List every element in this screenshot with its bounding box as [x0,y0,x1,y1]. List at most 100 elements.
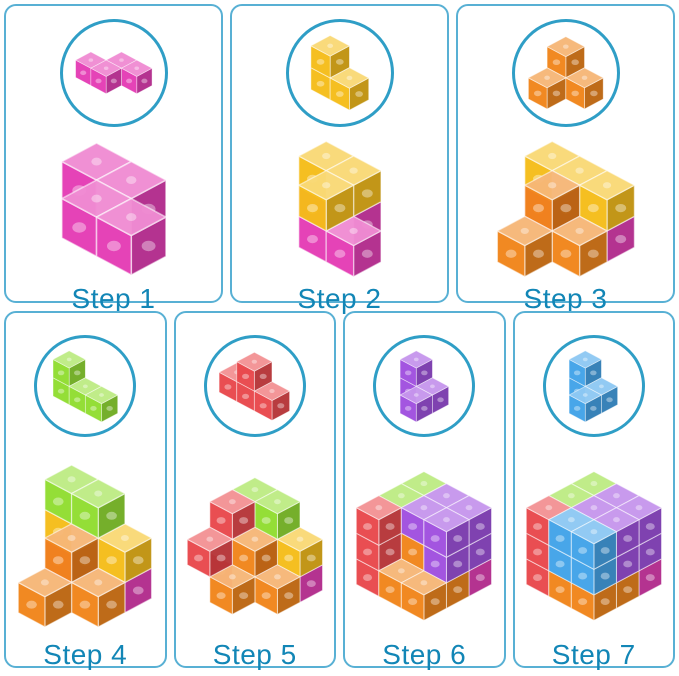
magnet-dot [545,505,553,511]
magnet-dot [133,586,144,595]
cube-face [527,67,566,89]
magnet-dot [590,405,597,411]
magnet-dot [408,523,418,530]
magnet-dot [284,554,294,562]
magnet-dot [88,58,93,62]
magnet-dot [349,227,358,235]
magnet-dot [443,493,451,499]
top-row: Step 1 Step 2 Step 3 [4,4,675,314]
magnet-dot [532,548,542,556]
magnet-dot [437,397,444,402]
magnet-dot [125,78,132,84]
magnet-dot [261,554,271,562]
magnet-dot [560,249,571,258]
magnet-dot [326,43,333,49]
piece-circle [34,335,137,437]
magnet-dot [216,592,226,599]
step-panel-3: Step 3 [456,4,675,314]
cube-face [399,385,433,404]
magnet-dot [635,505,643,511]
magnet-dot [577,572,587,580]
piece-image [219,351,291,421]
magnet-dot [590,370,597,375]
magnet-dot [238,517,248,524]
magnet-dot [82,384,88,388]
magnet-dot [413,357,419,361]
magnet-dot [612,493,620,499]
assembly-image [17,464,153,628]
magnet-dot [431,598,441,606]
piece-circle [203,335,306,437]
magnet-dot [645,523,655,530]
magnet-dot [90,405,97,411]
magnet-dot [134,66,139,71]
magnet-dot [645,574,655,581]
step-panel-5: Step 5 [173,311,336,670]
magnet-dot [577,547,587,554]
magnet-dot [110,78,117,84]
cube-face [254,564,301,590]
magnet-dot [600,572,610,580]
cube-face [52,350,86,369]
assembly-image [525,471,662,621]
magnet-dot [476,523,486,530]
magnet-dot [242,373,250,379]
magnet-dot [73,370,81,375]
magnet-dot [106,600,118,609]
magnet-dot [261,592,271,599]
magnet-dot [599,384,605,388]
magnet-dot [476,574,486,581]
magnet-dot [589,90,598,97]
cube-face [95,197,167,237]
magnet-dot [106,405,113,411]
cube-face [496,215,553,247]
step-label: Step 4 [43,639,128,670]
magnet-dot [349,167,358,174]
magnet-dot [612,517,620,523]
magnet-dot [334,203,345,213]
magnet-dot [57,370,65,375]
magnet-dot [316,59,325,65]
magnet-dot [106,240,121,252]
magnet-dot [590,481,598,487]
magnet-dot [385,548,395,556]
magnet-dot [614,235,626,244]
magnet-dot [141,78,148,84]
magnet-dot [106,556,118,565]
magnet-dot [79,600,91,609]
magnet-dot [543,75,550,81]
piece-circle [373,335,476,437]
cube-face [569,350,603,369]
magnet-dot [375,505,383,511]
magnet-dot [121,534,130,542]
magnet-dot [193,554,203,562]
magnet-dot [361,189,373,198]
magnet-dot [421,405,428,411]
magnet-dot [260,402,268,409]
cube-face [356,495,403,521]
magnet-dot [306,203,318,213]
cube-face [329,67,369,89]
magnet-dot [583,392,589,397]
magnet-dot [421,370,428,375]
magnet-dot [306,235,318,244]
magnet-dot [321,152,330,160]
magnet-dot [316,81,325,87]
magnet-dot [533,90,542,97]
magnet-dot [103,66,109,71]
magnet-dot [398,568,406,574]
magnet-dot [335,59,344,65]
cube-face [565,67,604,89]
cube-face [399,350,433,369]
magnet-dot [26,600,38,609]
magnet-dot [363,523,373,530]
cube-face [71,478,126,509]
magnet-dot [141,240,156,252]
magnet-dot [567,517,575,523]
cube-face [578,169,635,201]
step-panel-2: Step 2 [230,4,449,314]
magnet-dot [562,44,569,49]
magnet-dot [66,357,72,361]
magnet-dot [94,490,103,497]
magnet-dot [125,176,137,185]
